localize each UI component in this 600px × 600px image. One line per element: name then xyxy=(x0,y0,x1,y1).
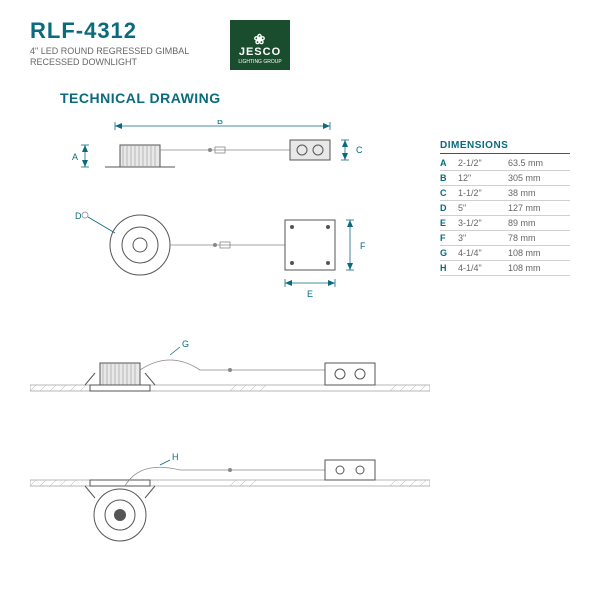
dimensions-title: DIMENSIONS xyxy=(440,140,570,154)
dim-label-c: C xyxy=(356,145,363,155)
dim-mm: 89 mm xyxy=(508,218,558,228)
dim-inch: 4-1/4" xyxy=(458,248,508,258)
dim-inch: 3-1/2" xyxy=(458,218,508,228)
dim-label-b: B xyxy=(217,120,223,126)
dim-inch: 3" xyxy=(458,233,508,243)
dim-key: C xyxy=(440,188,458,198)
drawing-svg: B A C xyxy=(30,120,430,580)
dim-mm: 38 mm xyxy=(508,188,558,198)
dim-key: G xyxy=(440,248,458,258)
dim-row: H4-1/4"108 mm xyxy=(440,261,570,276)
dim-row: F3"78 mm xyxy=(440,231,570,246)
dim-inch: 4-1/4" xyxy=(458,263,508,273)
logo-subtext: LIGHTING GROUP xyxy=(230,59,290,65)
dim-label-g: G xyxy=(182,339,189,349)
brand-logo: ❀ JESCO LIGHTING GROUP xyxy=(230,20,290,70)
dimensions-table: DIMENSIONS A2-1/2"63.5 mmB12"305 mmC1-1/… xyxy=(440,140,570,276)
dim-mm: 127 mm xyxy=(508,203,558,213)
header: RLF-4312 4" LED ROUND REGRESSED GIMBAL R… xyxy=(0,0,600,74)
dim-mm: 305 mm xyxy=(508,173,558,183)
dim-key: D xyxy=(440,203,458,213)
dim-key: A xyxy=(440,158,458,168)
product-desc-line2: RECESSED DOWNLIGHT xyxy=(30,57,137,67)
dim-label-a: A xyxy=(72,152,78,162)
dim-key: F xyxy=(440,233,458,243)
dim-mm: 78 mm xyxy=(508,233,558,243)
dim-row: D5"127 mm xyxy=(440,201,570,216)
dim-key: B xyxy=(440,173,458,183)
dim-row: A2-1/2"63.5 mm xyxy=(440,156,570,171)
product-desc-line1: 4" LED ROUND REGRESSED GIMBAL xyxy=(30,46,189,56)
dim-mm: 63.5 mm xyxy=(508,158,558,168)
dim-mm: 108 mm xyxy=(508,248,558,258)
dim-row: G4-1/4"108 mm xyxy=(440,246,570,261)
dim-label-d: D xyxy=(75,211,82,221)
dim-inch: 12" xyxy=(458,173,508,183)
dim-inch: 2-1/2" xyxy=(458,158,508,168)
product-desc: 4" LED ROUND REGRESSED GIMBAL RECESSED D… xyxy=(30,46,600,68)
logo-text: JESCO xyxy=(239,46,281,58)
dim-key: E xyxy=(440,218,458,228)
dim-mm: 108 mm xyxy=(508,263,558,273)
section-title: TECHNICAL DRAWING xyxy=(60,90,600,106)
dim-inch: 1-1/2" xyxy=(458,188,508,198)
technical-drawing: B A C xyxy=(30,120,430,580)
leaf-icon: ❀ xyxy=(230,32,290,46)
dim-row: C1-1/2"38 mm xyxy=(440,186,570,201)
dim-key: H xyxy=(440,263,458,273)
dim-row: B12"305 mm xyxy=(440,171,570,186)
dim-label-h: H xyxy=(172,452,179,462)
dim-inch: 5" xyxy=(458,203,508,213)
product-code: RLF-4312 xyxy=(30,18,600,44)
dim-label-f: F xyxy=(360,241,366,251)
dim-row: E3-1/2"89 mm xyxy=(440,216,570,231)
dim-label-e: E xyxy=(307,289,313,299)
